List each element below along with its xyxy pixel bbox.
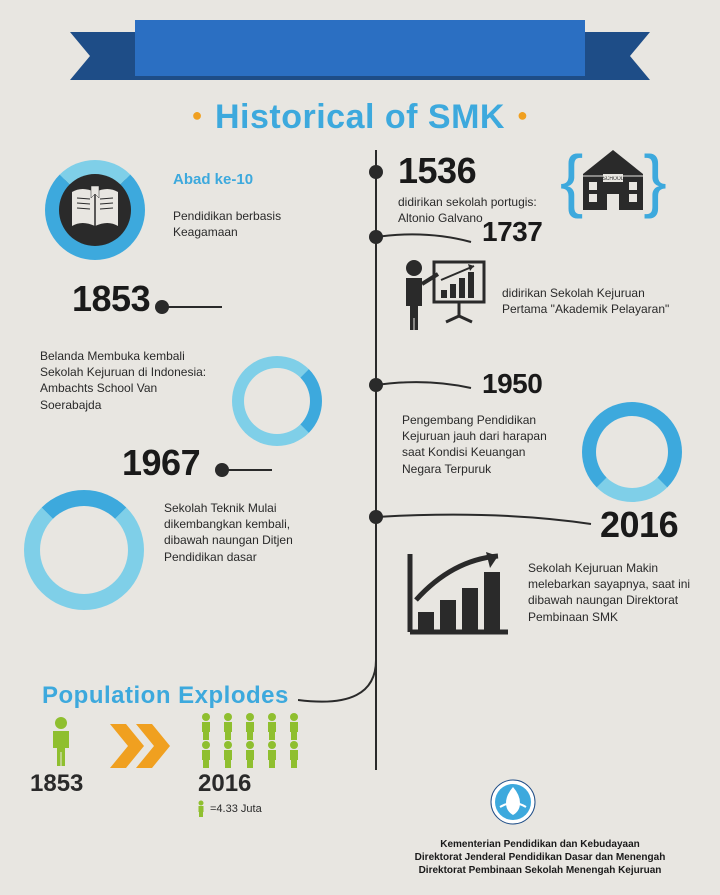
connector — [162, 306, 222, 308]
timeline-dot — [369, 165, 383, 179]
page-title: Historical of SMK — [0, 98, 720, 137]
decor-ring — [232, 356, 322, 446]
event-abad10: Abad ke-10 Pendidikan berbasis Keagamaan — [173, 170, 323, 241]
event-1967-year: 1967 — [122, 442, 200, 484]
growth-chart-icon — [402, 550, 512, 640]
population-title: Population Explodes — [42, 682, 289, 710]
event-1950-year: 1950 — [482, 368, 542, 400]
event-1737-desc: didirikan Sekolah Kejuruan Pertama "Akad… — [502, 285, 682, 317]
event-1967-desc: Sekolah Teknik Mulai dikembangkan kembal… — [164, 500, 304, 565]
connector — [376, 378, 476, 394]
decor-ring — [24, 490, 144, 610]
connector — [376, 510, 596, 530]
decor-ring — [582, 402, 682, 502]
event-1536-year: 1536 didirikan sekolah portugis: Altonio… — [398, 150, 558, 226]
footer-text: Kementerian Pendidikan dan Kebudayaan Di… — [380, 838, 700, 877]
event-1853-year: 1853 — [72, 278, 150, 320]
event-2016-desc: Sekolah Kejuruan Makin melebarkan sayapn… — [528, 560, 698, 625]
event-1950-desc: Pengembang Pendidikan Kejuruan jauh dari… — [402, 412, 567, 477]
population-crowd — [196, 712, 306, 768]
ministry-logo — [490, 779, 536, 825]
connector — [376, 230, 476, 248]
presenter-icon — [398, 258, 488, 338]
connector — [298, 660, 378, 720]
event-1853-desc: Belanda Membuka kembali Sekolah Kejuruan… — [40, 348, 220, 413]
event-2016-year: 2016 — [600, 504, 678, 546]
chevron-icon — [108, 722, 178, 770]
population-legend: =4.33 Juta — [196, 800, 262, 818]
header-banner — [80, 20, 640, 80]
event-1737-year: 1737 — [482, 216, 542, 248]
connector — [222, 469, 272, 471]
person-icon — [46, 716, 76, 768]
school-icon: { SCHOOL } — [560, 140, 667, 220]
book-icon — [68, 182, 122, 238]
population-from-year: 1853 — [30, 770, 83, 798]
population-to-year: 2016 — [198, 770, 251, 798]
svg-text:SCHOOL: SCHOOL — [603, 176, 624, 182]
